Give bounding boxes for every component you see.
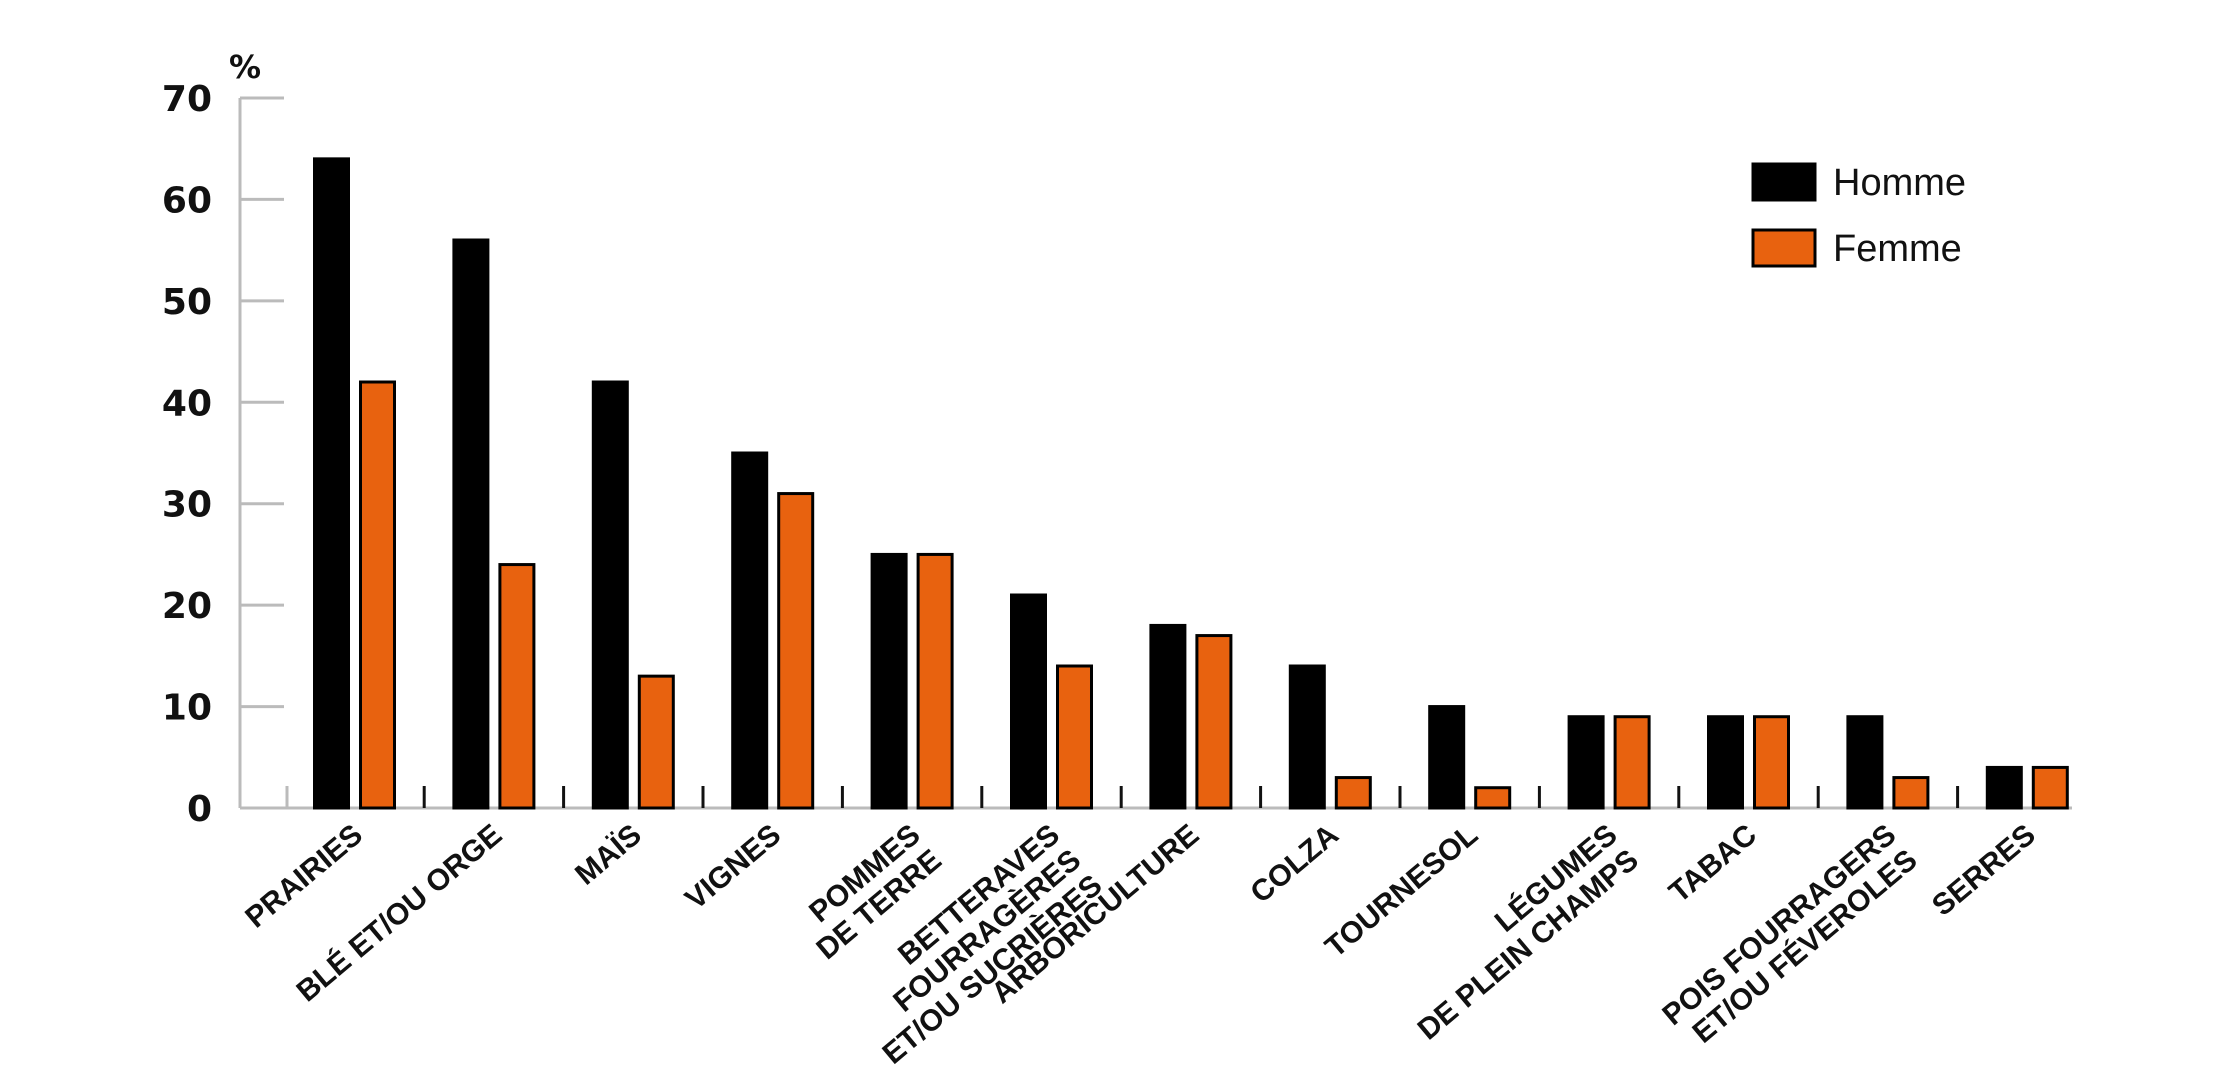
bar-homme-11 xyxy=(1846,715,1884,810)
y-tick-label-70: 70 xyxy=(162,79,212,120)
category-label-line: MAÏS xyxy=(569,818,648,891)
category-label-line: COLZA xyxy=(1244,818,1344,910)
bar-femme-8 xyxy=(1474,786,1512,810)
bar-homme-9 xyxy=(1567,715,1605,810)
legend: Homme Femme xyxy=(1751,162,1966,270)
y-axis-unit-label: % xyxy=(229,48,261,86)
y-tick-label-20: 20 xyxy=(162,586,212,627)
category-label-line: VIGNES xyxy=(679,818,787,916)
bar-homme-1 xyxy=(452,238,490,810)
legend-swatch-homme xyxy=(1751,162,1817,202)
category-label-line: TOURNESOL xyxy=(1319,818,1484,964)
category-label-12: SERRES xyxy=(1926,818,2042,923)
bar-femme-3 xyxy=(777,492,815,810)
category-label-10: TABAC xyxy=(1663,818,1763,909)
category-label-3: VIGNES xyxy=(679,818,787,916)
bar-homme-7 xyxy=(1288,664,1326,810)
category-label-8: TOURNESOL xyxy=(1319,818,1484,964)
bar-homme-5 xyxy=(1010,593,1047,810)
bar-femme-2 xyxy=(637,674,675,810)
bar-femme-9 xyxy=(1613,715,1651,810)
category-label-2: MAÏS xyxy=(569,818,648,891)
bar-femme-6 xyxy=(1195,634,1233,810)
category-label-line: PRAIRIES xyxy=(239,818,369,934)
bar-femme-1 xyxy=(498,563,536,810)
bar-homme-6 xyxy=(1149,623,1187,810)
category-label-7: COLZA xyxy=(1244,818,1344,910)
legend-swatch-femme xyxy=(1751,228,1817,268)
bar-homme-3 xyxy=(731,451,769,810)
bar-femme-10 xyxy=(1753,715,1790,810)
category-label-0: PRAIRIES xyxy=(239,818,369,934)
axes: % 0 10 20 30 40 50 60 70 xyxy=(162,48,2072,830)
bar-homme-12 xyxy=(1985,765,2023,810)
bar-femme-11 xyxy=(1892,776,1930,810)
bar-homme-8 xyxy=(1428,705,1466,810)
bar-homme-10 xyxy=(1707,715,1744,810)
bar-femme-4 xyxy=(916,552,954,810)
category-label-line: SERRES xyxy=(1926,818,2042,923)
bar-femme-12 xyxy=(2031,765,2069,810)
y-tick-label-0: 0 xyxy=(187,789,212,830)
y-tick-label-50: 50 xyxy=(162,282,212,323)
bar-femme-7 xyxy=(1334,776,1372,810)
bar-femme-5 xyxy=(1056,664,1093,810)
legend-label-femme: Femme xyxy=(1833,228,1962,270)
bar-homme-2 xyxy=(591,380,629,810)
bar-homme-4 xyxy=(870,552,908,810)
category-label-11: POIS FOURRAGERSET/OU FÉVEROLES xyxy=(1656,818,1923,1057)
bar-homme-0 xyxy=(313,157,350,810)
category-label-line: POIS FOURRAGERS xyxy=(1656,818,1902,1032)
y-tick-label-40: 40 xyxy=(162,383,212,424)
bars xyxy=(313,157,2069,810)
y-tick-label-60: 60 xyxy=(162,180,212,221)
y-tick-label-10: 10 xyxy=(162,688,212,729)
legend-label-homme: Homme xyxy=(1833,162,1966,204)
bar-femme-0 xyxy=(359,380,396,810)
y-tick-label-30: 30 xyxy=(162,485,212,526)
category-label-line: TABAC xyxy=(1663,818,1763,909)
